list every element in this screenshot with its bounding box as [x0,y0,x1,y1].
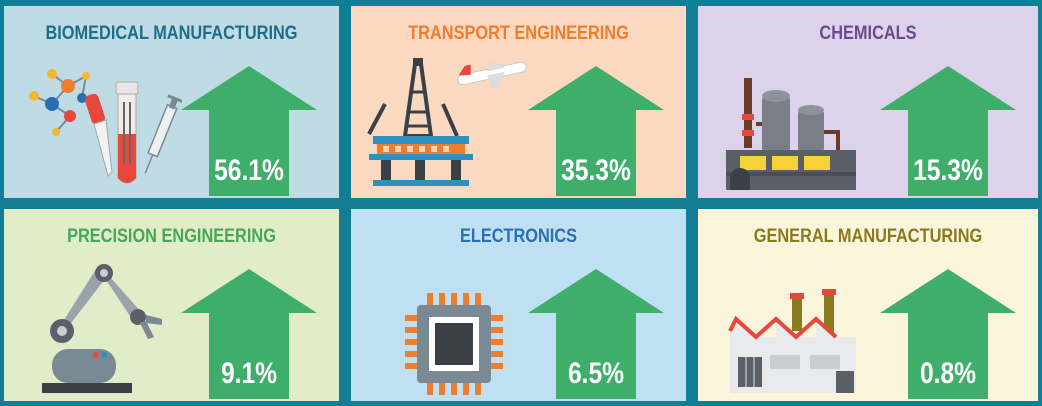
panel-biomedical-manufacturing: BIOMEDICAL MANUFACTURING [4,6,339,198]
increase-arrow-icon: 9.1% [181,269,317,399]
growth-value: 9.1% [220,357,278,390]
microchip-icon [359,257,529,399]
panel-chemicals: CHEMICALS 15.3% [698,6,1038,198]
increase-arrow-icon: 6.5% [528,269,664,399]
chemical-plant-icon [706,54,876,196]
lab-equipment-icon [12,54,184,196]
growth-value: 35.3% [561,154,631,187]
growth-value: 56.1% [214,154,284,187]
panel-general-manufacturing: GENERAL MANUFACTURING 0.8% [698,209,1038,401]
panel-precision-engineering: PRECISION ENGINEERING 9.1% [4,209,339,401]
panel-title: TRANSPORT ENGINEERING [408,23,629,44]
panel-title: GENERAL MANUFACTURING [753,226,983,247]
increase-arrow-icon: 0.8% [880,269,1016,399]
increase-arrow-icon: 35.3% [528,66,664,196]
oil-rig-and-airplane-icon [359,54,529,196]
growth-value: 15.3% [913,154,983,187]
panel-title: BIOMEDICAL MANUFACTURING [45,23,298,44]
growth-value: 6.5% [567,357,625,390]
increase-arrow-icon: 15.3% [880,66,1016,196]
robotic-arm-icon [12,257,182,399]
increase-arrow-icon: 56.1% [181,66,317,196]
panel-electronics: ELECTRONICS [351,209,686,401]
panel-transport-engineering: TRANSPORT ENGINEERING [351,6,686,198]
factory-icon [706,257,876,399]
panel-title: CHEMICALS [819,23,917,44]
panel-title: ELECTRONICS [459,226,578,247]
panel-title: PRECISION ENGINEERING [67,226,276,247]
growth-value: 0.8% [919,357,977,390]
